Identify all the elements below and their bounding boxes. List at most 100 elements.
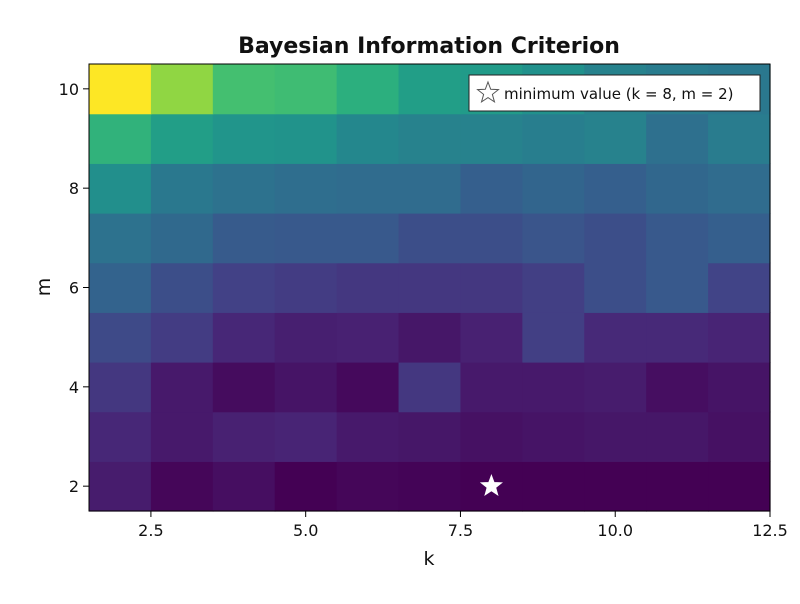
heatmap-cell-k5-m3 <box>274 411 338 462</box>
heatmap-cell-k4-m6 <box>212 262 276 313</box>
heatmap-cell-k10-m8 <box>584 163 647 214</box>
heatmap-cell-k7-m4 <box>398 362 462 413</box>
minimum-star-marker <box>479 474 503 496</box>
heatmap-cell-k11-m6 <box>646 262 709 313</box>
heatmap-cell-k6-m6 <box>336 262 400 313</box>
y-tick-label: 6 <box>69 279 79 298</box>
heatmap-cell-k8-m5 <box>460 312 523 363</box>
heatmap-cell-k3-m2 <box>150 461 214 512</box>
x-tick-label: 12.5 <box>752 521 788 540</box>
heatmap-cell-k9-m7 <box>522 213 585 264</box>
heatmap-cell-k9-m8 <box>522 163 585 214</box>
x-tick-label: 2.5 <box>138 521 163 540</box>
heatmap-cell-k12-m4 <box>708 362 771 413</box>
heatmap-cell-k9-m4 <box>522 362 585 413</box>
heatmap-cell-k7-m3 <box>398 411 462 462</box>
heatmap-cell-k2-m3 <box>89 411 152 462</box>
heatmap-cell-k2-m10 <box>89 64 152 115</box>
heatmap-cell-k9-m6 <box>522 262 585 313</box>
x-axis-ticks: 2.5 5.0 7.5 10.0 12.5 <box>138 511 788 540</box>
heatmap-cell-k10-m5 <box>584 312 647 363</box>
heatmap-cell-k4-m4 <box>212 362 276 413</box>
heatmap-cell-k9-m3 <box>522 411 585 462</box>
heatmap-cell-k7-m10 <box>398 64 462 115</box>
heatmap-cell-k12-m6 <box>708 262 771 313</box>
heatmap-cell-k8-m3 <box>460 411 523 462</box>
heatmap-cell-k4-m9 <box>212 113 276 164</box>
heatmap-cell-k10-m2 <box>584 461 647 512</box>
heatmap-cell-k3-m7 <box>150 213 214 264</box>
heatmap-cell-k11-m5 <box>646 312 709 363</box>
heatmap-cell-k2-m7 <box>89 213 152 264</box>
y-tick-label: 2 <box>69 477 79 496</box>
heatmap-cell-k7-m9 <box>398 113 462 164</box>
heatmap-cell-k2-m8 <box>89 163 152 214</box>
heatmap-cell-k4-m7 <box>212 213 276 264</box>
legend: minimum value (k = 8, m = 2) <box>468 74 761 112</box>
y-axis-ticks: 2 4 6 8 10 <box>59 80 89 496</box>
heatmap-cell-k11-m7 <box>646 213 709 264</box>
heatmap-cell-k4-m8 <box>212 163 276 214</box>
heatmap-cell-k6-m7 <box>336 213 400 264</box>
heatmap-cell-k11-m3 <box>646 411 709 462</box>
heatmap-cell-k3-m9 <box>150 113 214 164</box>
heatmap-cell-k4-m5 <box>212 312 276 363</box>
legend-entry-label: minimum value (k = 8, m = 2) <box>504 85 734 103</box>
heatmap-cell-k2-m2 <box>89 461 152 512</box>
heatmap-cell-k11-m4 <box>646 362 709 413</box>
heatmap-cell-k10-m6 <box>584 262 647 313</box>
heatmap-cell-k3-m5 <box>150 312 214 363</box>
heatmap-cell-k12-m5 <box>708 312 771 363</box>
heatmap-cell-k8-m4 <box>460 362 523 413</box>
heatmap-cell-k7-m6 <box>398 262 462 313</box>
x-tick-label: 10.0 <box>597 521 633 540</box>
y-tick-label: 10 <box>59 80 79 99</box>
heatmap-cell-k10-m3 <box>584 411 647 462</box>
heatmap-cell-k6-m4 <box>336 362 400 413</box>
heatmap-cell-k11-m8 <box>646 163 709 214</box>
heatmap-cell-k2-m4 <box>89 362 152 413</box>
heatmap-cell-k12-m7 <box>708 213 771 264</box>
x-tick-label: 5.0 <box>293 521 318 540</box>
heatmap-cell-k7-m5 <box>398 312 462 363</box>
heatmap-cell-k6-m8 <box>336 163 400 214</box>
heatmap-cell-k8-m6 <box>460 262 523 313</box>
heatmap-cell-k2-m6 <box>89 262 152 313</box>
heatmap-cell-k10-m9 <box>584 113 647 164</box>
heatmap-cell-k8-m7 <box>460 213 523 264</box>
heatmap-cell-k5-m8 <box>274 163 338 214</box>
heatmap-cell-k2-m9 <box>89 113 152 164</box>
heatmap-cell-k12-m3 <box>708 411 771 462</box>
heatmap-cell-k5-m9 <box>274 113 338 164</box>
heatmap-cell-k12-m8 <box>708 163 771 214</box>
heatmap-cell-k4-m2 <box>212 461 276 512</box>
marker-layer <box>479 474 503 496</box>
heatmap-cell-k3-m4 <box>150 362 214 413</box>
y-tick-label: 8 <box>69 179 79 198</box>
heatmap-cell-k9-m2 <box>522 461 585 512</box>
heatmap-cell-k4-m10 <box>212 64 276 115</box>
heatmap-cell-k6-m9 <box>336 113 400 164</box>
heatmap-cell-k3-m6 <box>150 262 214 313</box>
heatmap-cell-k11-m9 <box>646 113 709 164</box>
y-axis-label: m <box>33 278 55 297</box>
heatmap-cell-k8-m8 <box>460 163 523 214</box>
heatmap-cell-k5-m10 <box>274 64 338 115</box>
heatmap-cell-k7-m7 <box>398 213 462 264</box>
y-tick-label: 4 <box>69 378 79 397</box>
heatmap-cell-k5-m6 <box>274 262 338 313</box>
heatmap-cell-k5-m5 <box>274 312 338 363</box>
heatmap-cell-k5-m4 <box>274 362 338 413</box>
heatmap-cell-k5-m2 <box>274 461 338 512</box>
heatmap-cell-k2-m5 <box>89 312 152 363</box>
heatmap-cell-k8-m9 <box>460 113 523 164</box>
heatmap-cell-k6-m5 <box>336 312 400 363</box>
heatmap-cell-k6-m10 <box>336 64 400 115</box>
heatmap-cell-k7-m8 <box>398 163 462 214</box>
heatmap-cell-k10-m7 <box>584 213 647 264</box>
heatmap-cell-k6-m3 <box>336 411 400 462</box>
legend-star-icon <box>476 80 500 104</box>
heatmap-cell-k6-m2 <box>336 461 400 512</box>
